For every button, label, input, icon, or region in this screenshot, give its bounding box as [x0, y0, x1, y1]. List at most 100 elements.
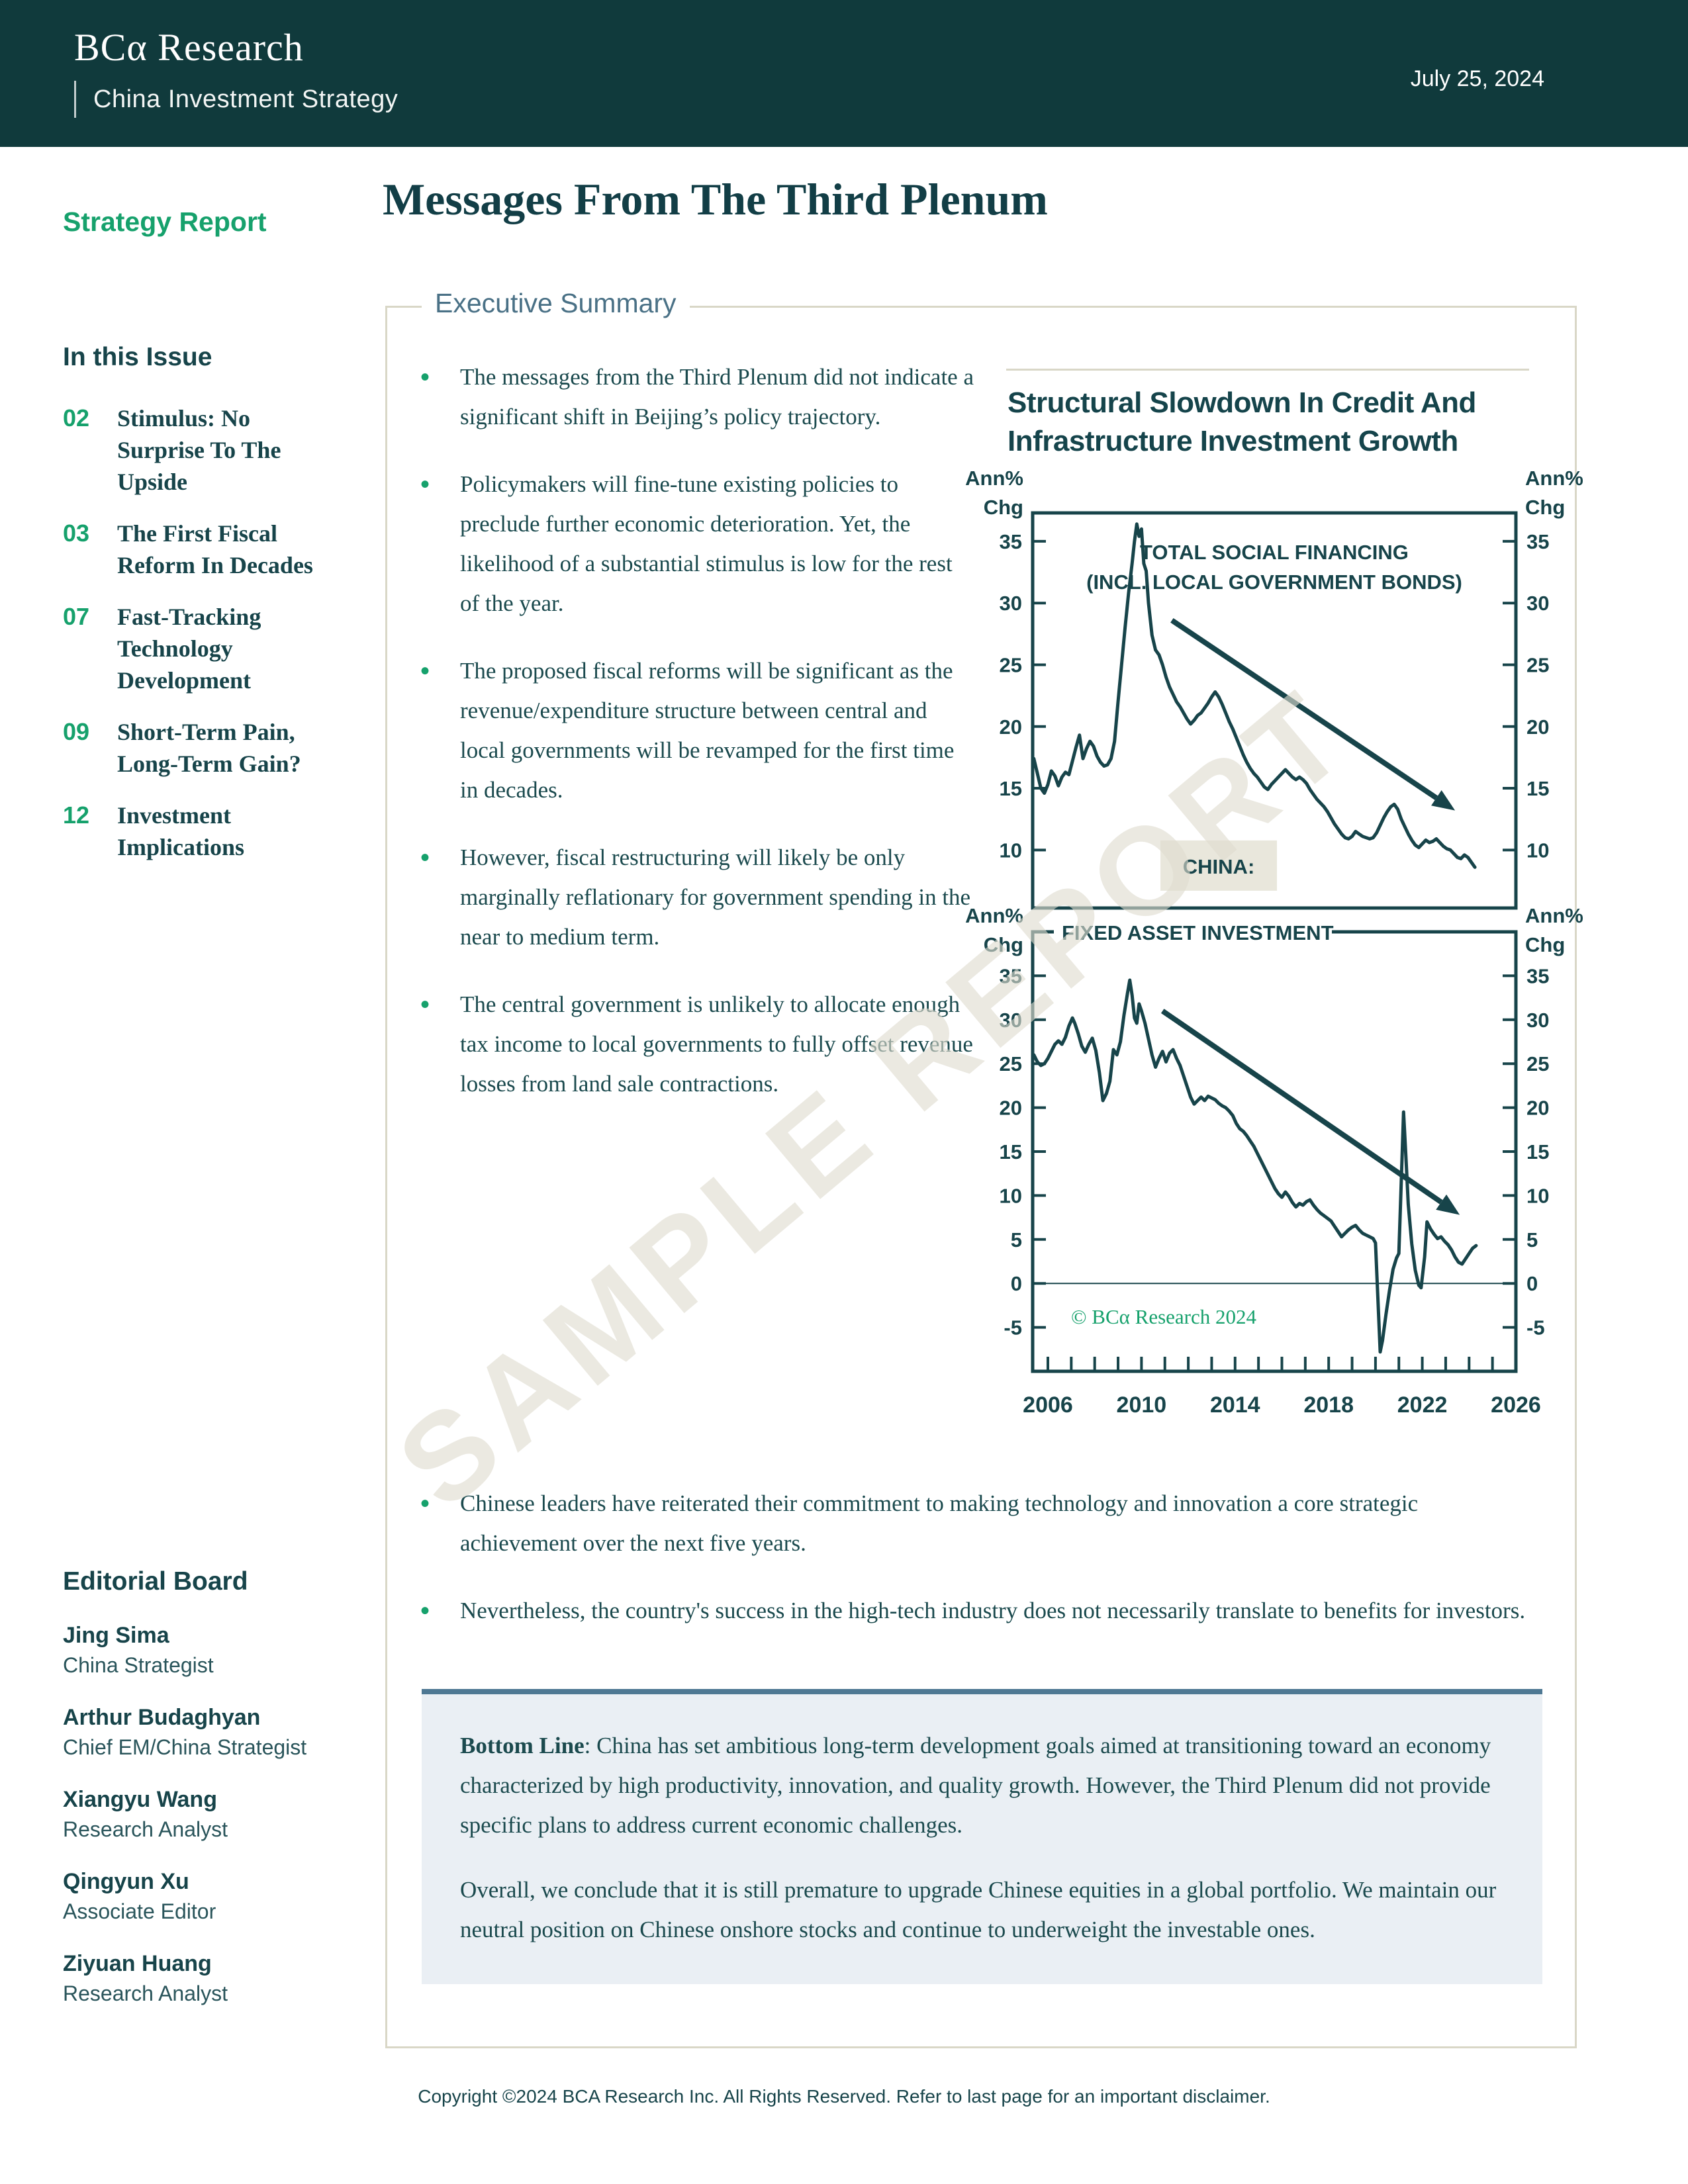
chart-text: 20 [1526, 1097, 1549, 1120]
bullet-text: The central government is unlikely to al… [460, 991, 973, 1097]
editor-name: Qingyun Xu [63, 1869, 189, 1894]
bullet-icon: • [420, 363, 430, 392]
chart-text: 30 [1526, 592, 1549, 615]
chart-text: 25 [1000, 1052, 1022, 1075]
chart-top-rule [1006, 369, 1529, 371]
chart-text: 20 [1000, 1097, 1022, 1120]
executive-summary-label: Executive Summary [422, 288, 690, 319]
editor-entry: Arthur Budaghyan Chief EM/China Strategis… [63, 1702, 348, 1762]
chart-text: 25 [1526, 1052, 1549, 1075]
chart-text: Ann% [965, 467, 1023, 490]
editor-role: Chief EM/China Strategist [63, 1735, 307, 1759]
series-line [1032, 978, 1478, 1354]
issue-title: Stimulus: No Surprise To The Upside [117, 405, 281, 495]
issue-title: Fast-Tracking Technology Development [117, 604, 261, 694]
summary-bullet-5: • The central government is unlikely to a… [414, 985, 976, 1104]
editor-name: Xiangyu Wang [63, 1787, 217, 1812]
chart-text: 10 [1526, 839, 1549, 862]
issue-toc-item: 03 The First Fiscal Reform In Decades [63, 518, 341, 581]
editor-entry: Jing Sima China Strategist [63, 1620, 348, 1680]
chart-text: Chg [1525, 933, 1565, 956]
chart-text: 30 [1526, 1009, 1549, 1032]
issue-page-number: 07 [63, 603, 90, 630]
bullet-text: The messages from the Third Plenum did n… [460, 364, 974, 430]
chart-text: -5 [1004, 1316, 1022, 1340]
issue-page-number: 02 [63, 404, 90, 432]
chart-text: 25 [1000, 653, 1022, 676]
chart-text: 0 [1526, 1272, 1538, 1295]
editor-name: Arthur Budaghyan [63, 1705, 261, 1730]
chart-text: CHINA: [1183, 855, 1255, 878]
issue-page-number: 12 [63, 801, 90, 829]
chart-text: © BCα Research 2024 [1071, 1305, 1256, 1328]
chart-text: 20 [1000, 715, 1022, 739]
executive-summary-box: Executive Summary [385, 288, 1577, 2048]
bullet-text: However, fiscal restructuring will likel… [460, 844, 971, 950]
publication-name: China Investment Strategy [74, 81, 398, 118]
trend-arrow-head [1431, 790, 1456, 811]
chart-text: 20 [1526, 715, 1549, 739]
issue-title: Investment Implications [117, 802, 245, 860]
chart-text: Ann% [965, 904, 1023, 927]
editor-entry: Xiangyu Wang Research Analyst [63, 1784, 348, 1844]
summary-bullets-full-width: • Chinese leaders have reiterated their c… [414, 1484, 1532, 1659]
summary-bullet-wide-2: • Nevertheless, the country's success in … [414, 1591, 1532, 1631]
bullet-text: Chinese leaders have reiterated their co… [460, 1490, 1419, 1556]
bottom-line-paragraph-2: Overall, we conclude that it is still pr… [460, 1877, 1497, 1942]
chart-text: 15 [1000, 1140, 1022, 1163]
two-panel-line-chart: Ann% Chg Ann% Chg 10 10 15 15 20 20 25 25 30 30 35 35 TO… [965, 467, 1583, 1418]
chart-text: Chg [1525, 496, 1565, 519]
chart-text: 30 [1000, 592, 1022, 615]
issue-toc-item: 07 Fast-Tracking Technology Development [63, 601, 341, 696]
chart-text: 30 [1000, 1009, 1022, 1032]
chart-text: 35 [1526, 964, 1549, 987]
issue-page-number: 09 [63, 718, 90, 745]
bullet-icon: • [420, 470, 430, 499]
panel-label-mask [1054, 916, 1332, 948]
summary-bullet-wide-1: • Chinese leaders have reiterated their c… [414, 1484, 1532, 1563]
chart-text: 25 [1526, 653, 1549, 676]
issue-toc-item: 09 Short-Term Pain, Long-Term Gain? [63, 716, 341, 780]
chart-text: 35 [1000, 964, 1022, 987]
bullet-icon: • [420, 990, 430, 1019]
editor-name: Jing Sima [63, 1623, 169, 1648]
chart-text: FIXED ASSET INVESTMENT [1062, 921, 1334, 944]
bullet-text: Policymakers will fine-tune existing pol… [460, 471, 953, 616]
in-this-issue-heading: In this Issue [63, 343, 212, 371]
issue-title: Short-Term Pain, Long-Term Gain? [117, 719, 301, 777]
issue-title: The First Fiscal Reform In Decades [117, 520, 313, 578]
trend-arrow-head [1436, 1194, 1460, 1215]
chart-text: 35 [1000, 530, 1022, 553]
trend-arrow-shaft [1160, 1009, 1443, 1205]
trend-arrow-shaft [1170, 617, 1438, 800]
bullet-icon: • [420, 1489, 430, 1518]
report-date: July 25, 2024 [1410, 66, 1544, 91]
bullet-text: Nevertheless, the country's success in t… [460, 1598, 1526, 1623]
summary-bullet-1: • The messages from the Third Plenum did … [414, 357, 976, 437]
summary-bullet-3: • The proposed fiscal reforms will be sig… [414, 651, 976, 810]
chart-text: 5 [1526, 1228, 1538, 1251]
issue-page-number: 03 [63, 520, 90, 547]
chart-text: (INCL. LOCAL GOVERNMENT BONDS) [1086, 570, 1462, 594]
chart-text: 15 [1526, 1140, 1549, 1163]
editor-entry: Qingyun Xu Associate Editor [63, 1866, 348, 1926]
page-title: Messages From The Third Plenum [383, 174, 1048, 224]
copyright-footer: Copyright ©2024 BCA Research Inc. All Ri… [418, 2086, 1270, 2107]
chart-text: 15 [1526, 777, 1549, 800]
editorial-board-heading: Editorial Board [63, 1567, 248, 1596]
bullet-text: The proposed fiscal reforms will be sign… [460, 658, 955, 803]
chart-text: 2022 [1397, 1392, 1448, 1418]
chart-text: 2026 [1491, 1392, 1541, 1418]
country-label-bg [1160, 840, 1278, 891]
bullet-icon: • [420, 843, 430, 872]
series-line [1032, 522, 1477, 869]
editor-role: Research Analyst [63, 1817, 228, 1841]
chart-text: Chg [984, 933, 1023, 956]
chart-title: Structural Slowdown In Credit And Infras… [1008, 387, 1476, 457]
chart-text: 15 [1000, 777, 1022, 800]
editorial-board-list: Jing Sima China Strategist Arthur Budaghya… [63, 1620, 348, 2030]
issue-toc-item: 02 Stimulus: No Surprise To The Upside [63, 402, 341, 498]
chart-text: 10 [1526, 1184, 1549, 1207]
chart-text: Ann% [1525, 904, 1583, 927]
